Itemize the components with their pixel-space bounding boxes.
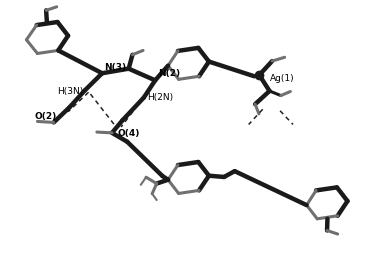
Text: O(2): O(2) (35, 112, 57, 121)
Text: N(3): N(3) (104, 63, 126, 72)
Text: H(2N): H(2N) (147, 93, 174, 102)
Text: H(3N): H(3N) (57, 87, 83, 96)
Text: O(4): O(4) (117, 128, 140, 137)
Text: Ag(1): Ag(1) (269, 73, 294, 82)
Text: N(2): N(2) (158, 69, 180, 78)
